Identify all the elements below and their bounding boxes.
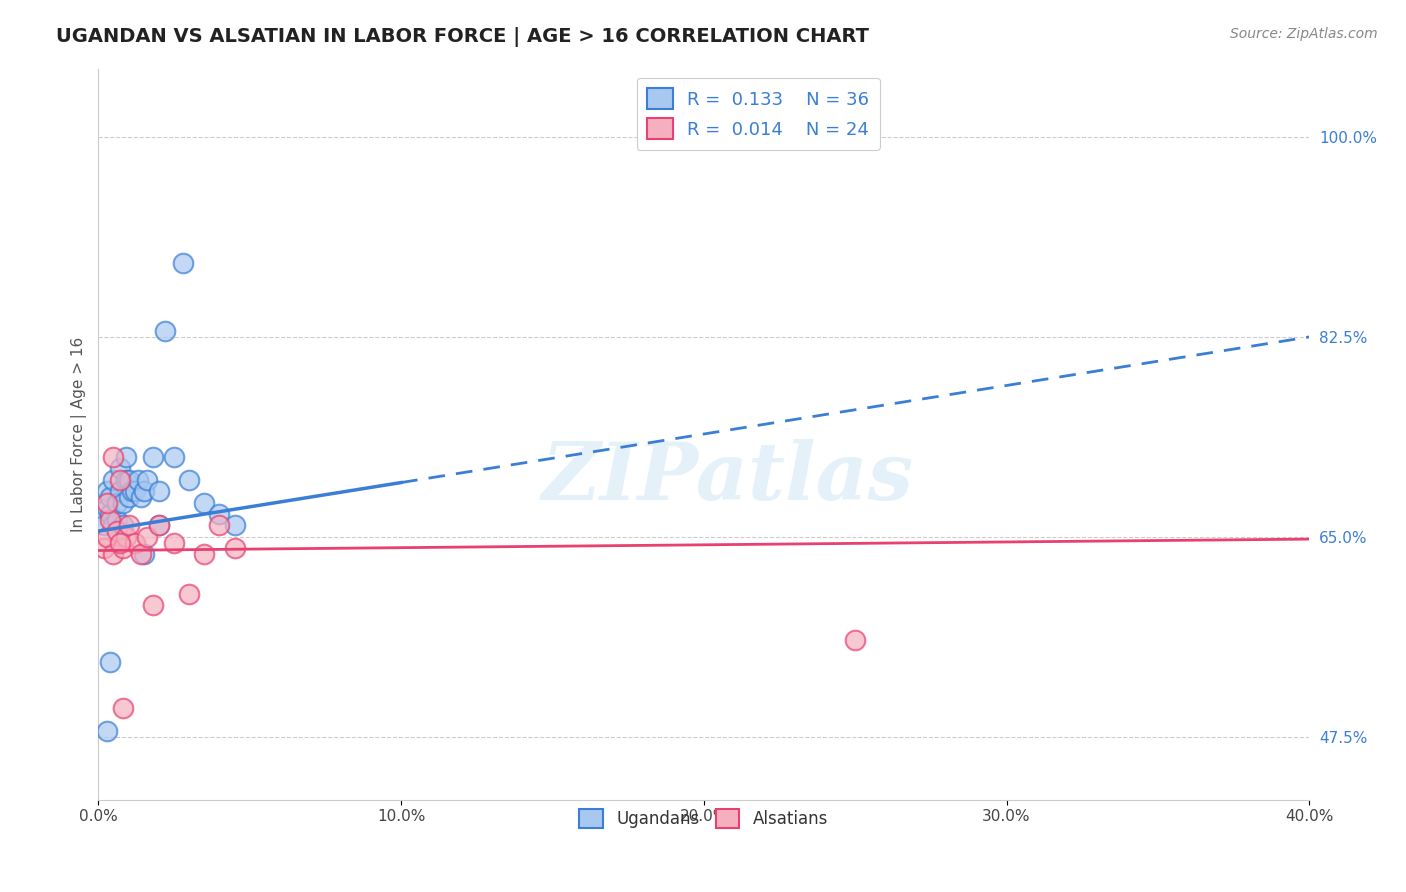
Point <box>100 490 122 504</box>
Point <box>193 495 215 509</box>
Point <box>96 723 118 738</box>
Point <box>124 484 146 499</box>
Point <box>96 530 118 544</box>
Point <box>179 473 201 487</box>
Point <box>114 450 136 464</box>
Point <box>111 541 134 556</box>
Point <box>142 599 165 613</box>
Point <box>124 535 146 549</box>
Point <box>148 518 170 533</box>
Point <box>96 495 118 509</box>
Text: UGANDAN VS ALSATIAN IN LABOR FORCE | AGE > 16 CORRELATION CHART: UGANDAN VS ALSATIAN IN LABOR FORCE | AGE… <box>56 27 869 46</box>
Point <box>105 513 128 527</box>
Text: ZIPatlas: ZIPatlas <box>541 439 914 516</box>
Point <box>96 484 118 499</box>
Point <box>93 518 115 533</box>
Point <box>117 518 139 533</box>
Point <box>100 507 122 521</box>
Legend: Ugandans, Alsatians: Ugandans, Alsatians <box>572 803 835 835</box>
Point <box>108 461 131 475</box>
Point <box>193 547 215 561</box>
Point <box>179 587 201 601</box>
Point <box>103 450 125 464</box>
Point <box>105 524 128 538</box>
Point <box>105 495 128 509</box>
Point <box>129 547 152 561</box>
Point <box>121 484 143 499</box>
Point <box>129 490 152 504</box>
Point <box>135 473 157 487</box>
Point <box>103 518 125 533</box>
Y-axis label: In Labor Force | Age > 16: In Labor Force | Age > 16 <box>72 336 87 532</box>
Point <box>111 701 134 715</box>
Point <box>224 541 246 556</box>
Point <box>132 547 155 561</box>
Point <box>135 530 157 544</box>
Point <box>163 450 186 464</box>
Point <box>127 473 149 487</box>
Point <box>111 495 134 509</box>
Point <box>100 656 122 670</box>
Point <box>117 473 139 487</box>
Point <box>148 518 170 533</box>
Point <box>224 518 246 533</box>
Point <box>108 484 131 499</box>
Point <box>111 518 134 533</box>
Point <box>96 501 118 516</box>
Point <box>108 473 131 487</box>
Point <box>114 473 136 487</box>
Point <box>844 632 866 647</box>
Point <box>103 473 125 487</box>
Point <box>108 535 131 549</box>
Point <box>142 450 165 464</box>
Text: Source: ZipAtlas.com: Source: ZipAtlas.com <box>1230 27 1378 41</box>
Point <box>132 484 155 499</box>
Point <box>148 484 170 499</box>
Point <box>208 507 231 521</box>
Point <box>114 530 136 544</box>
Point <box>93 541 115 556</box>
Point <box>163 535 186 549</box>
Point <box>100 513 122 527</box>
Point <box>153 324 176 338</box>
Point <box>117 490 139 504</box>
Point <box>103 547 125 561</box>
Point <box>208 518 231 533</box>
Point <box>172 255 194 269</box>
